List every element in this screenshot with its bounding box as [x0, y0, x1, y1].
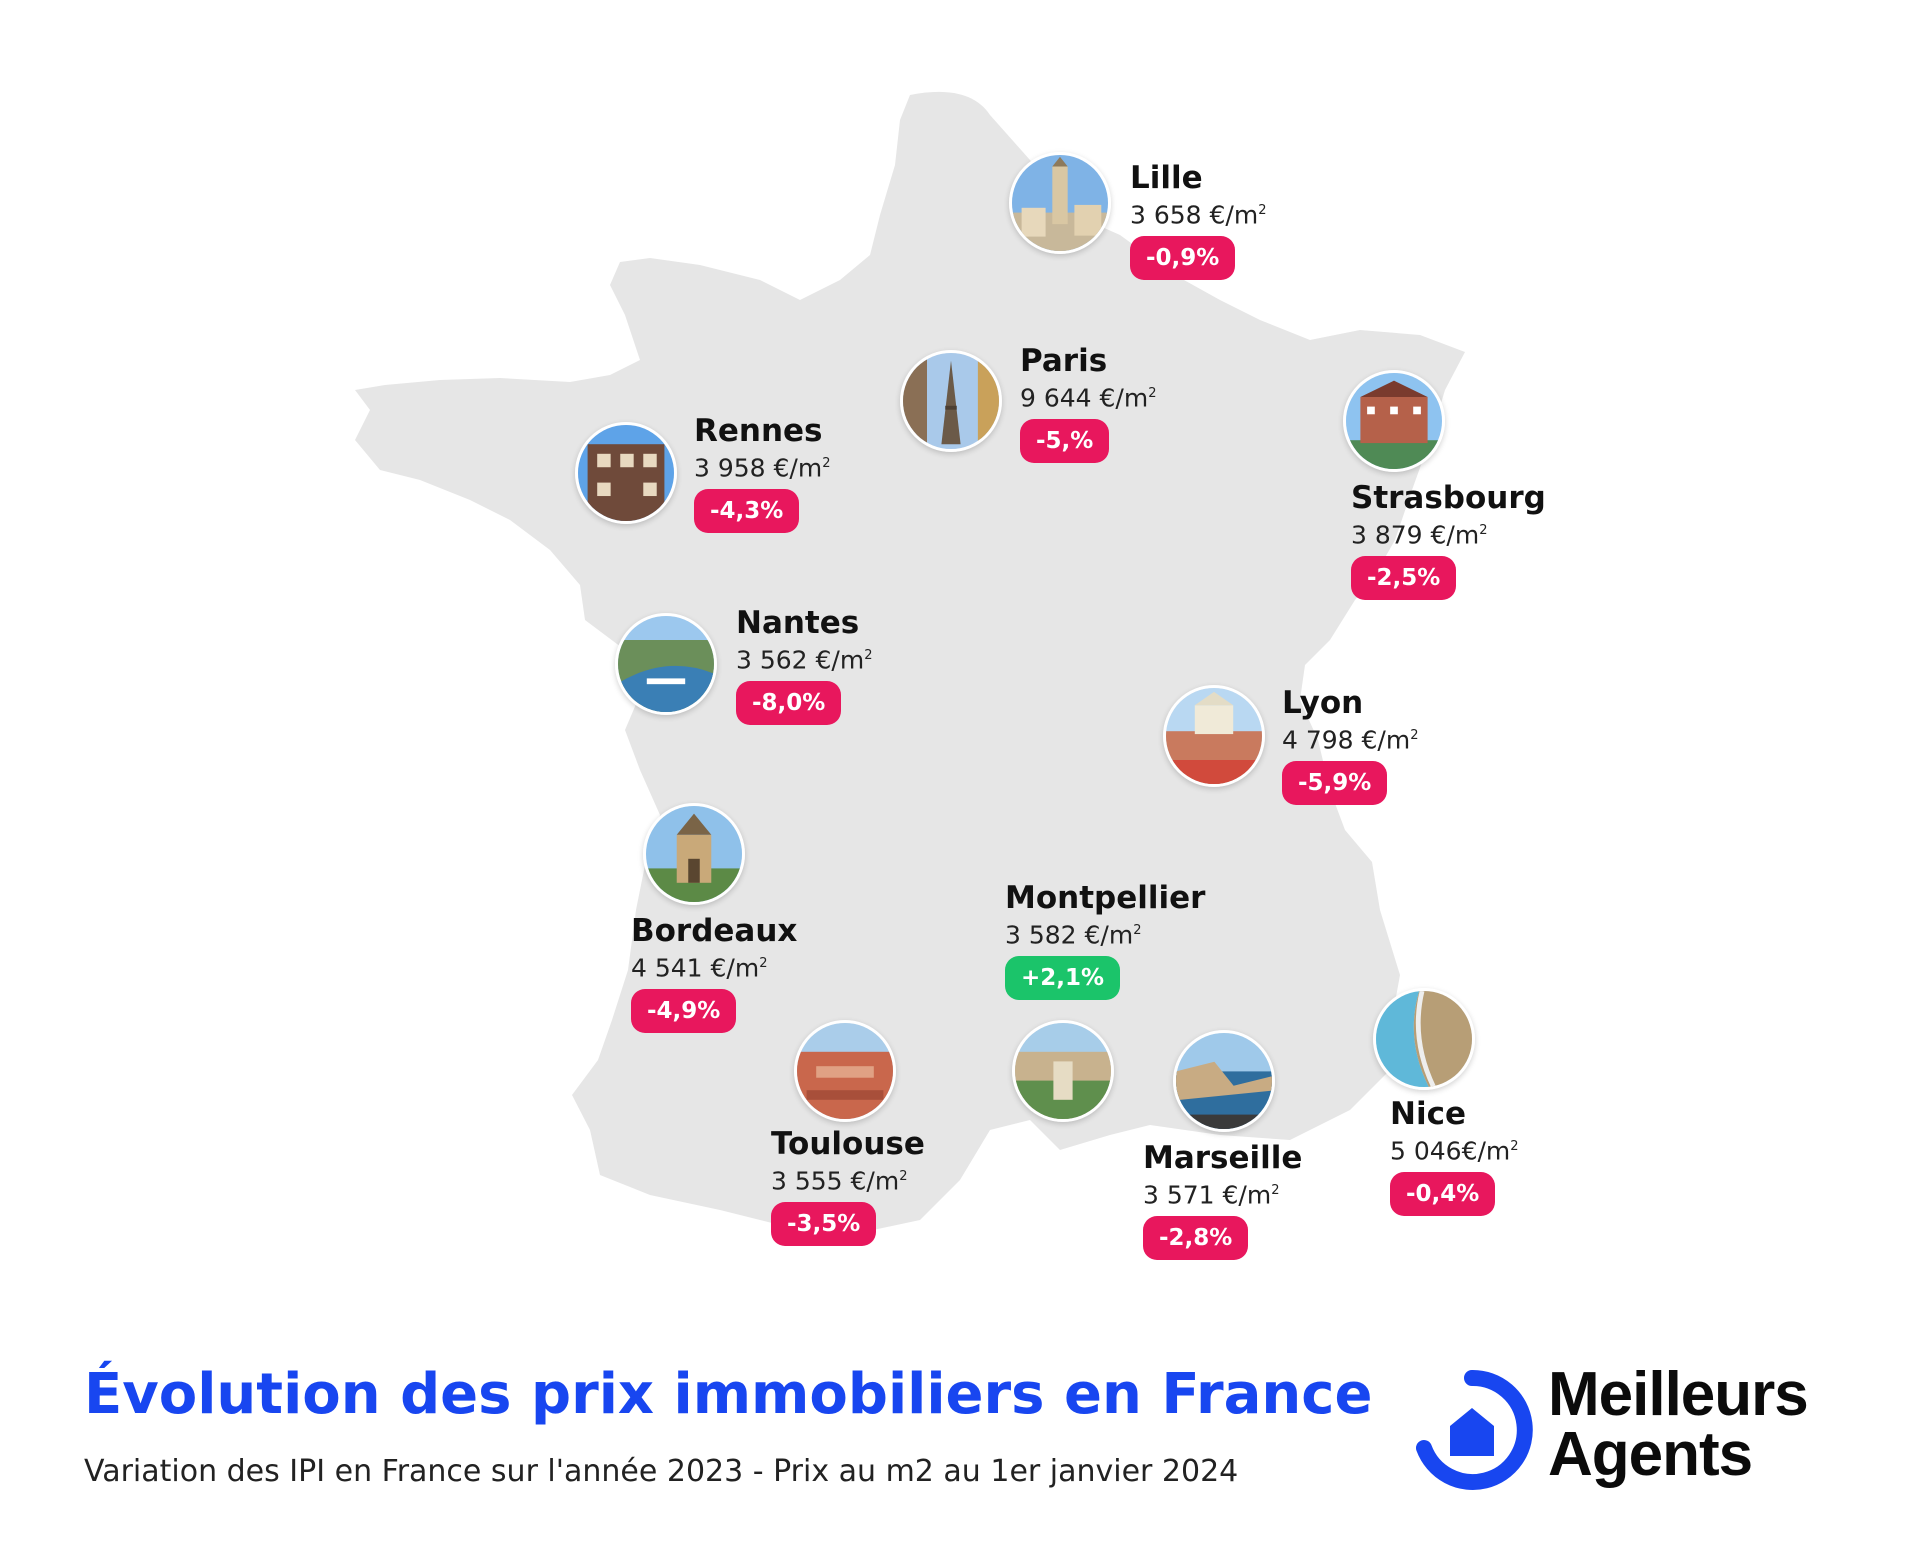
- city-name: Marseille: [1143, 1140, 1303, 1176]
- change-badge: +2,1%: [1005, 956, 1121, 1001]
- city-price: 3 562 €/m2: [736, 645, 873, 675]
- change-badge: -4,3%: [694, 489, 800, 534]
- change-badge: -5,%: [1020, 419, 1110, 464]
- france-shape: [355, 91, 1465, 1236]
- lyon-photo: [1163, 685, 1265, 787]
- city-price: 3 571 €/m2: [1143, 1180, 1280, 1210]
- city-name: Nice: [1390, 1096, 1466, 1132]
- city-price: 5 046€/m2: [1390, 1136, 1519, 1166]
- change-badge: -2,5%: [1351, 556, 1457, 601]
- change-badge: -4,9%: [631, 989, 737, 1034]
- city-name: Strasbourg: [1351, 480, 1546, 516]
- change-badge: -5,9%: [1282, 761, 1388, 806]
- strasbourg-photo: [1343, 370, 1445, 472]
- city-name: Rennes: [694, 413, 823, 449]
- marseille-photo: [1173, 1030, 1275, 1132]
- city-price: 4 541 €/m2: [631, 953, 768, 983]
- bordeaux-photo: [643, 803, 745, 905]
- house-in-circle-icon: [1416, 1369, 1533, 1490]
- nice-photo: [1373, 988, 1475, 1090]
- city-name: Nantes: [736, 605, 860, 641]
- city-price: 3 879 €/m2: [1351, 520, 1488, 550]
- page-title: Évolution des prix immobiliers en France: [84, 1362, 1373, 1427]
- city-price: 3 555 €/m2: [771, 1166, 908, 1196]
- nantes-photo: [615, 613, 717, 715]
- city-name: Lille: [1130, 160, 1203, 196]
- city-price: 3 582 €/m2: [1005, 920, 1142, 950]
- city-name: Bordeaux: [631, 913, 798, 949]
- city-price: 3 958 €/m2: [694, 453, 831, 483]
- lille-photo: [1009, 152, 1111, 254]
- city-price: 3 658 €/m2: [1130, 200, 1267, 230]
- change-badge: -3,5%: [771, 1202, 877, 1247]
- city-name: Toulouse: [771, 1126, 925, 1162]
- city-price: 4 798 €/m2: [1282, 725, 1419, 755]
- change-badge: -2,8%: [1143, 1216, 1249, 1261]
- change-badge: -0,9%: [1130, 236, 1236, 281]
- montpellier-photo: [1012, 1020, 1114, 1122]
- logo-wordmark: Meilleurs Agents: [1548, 1360, 1809, 1489]
- logo-line-2: Agents: [1548, 1420, 1753, 1489]
- rennes-photo: [575, 422, 677, 524]
- change-badge: -0,4%: [1390, 1172, 1496, 1217]
- toulouse-photo: [794, 1020, 896, 1122]
- city-name: Lyon: [1282, 685, 1364, 721]
- logo-line-1: Meilleurs: [1548, 1360, 1809, 1429]
- paris-photo: [900, 350, 1002, 452]
- city-name: Paris: [1020, 343, 1108, 379]
- city-name: Montpellier: [1005, 880, 1206, 916]
- page-subtitle: Variation des IPI en France sur l'année …: [84, 1454, 1239, 1489]
- city-price: 9 644 €/m2: [1020, 383, 1157, 413]
- change-badge: -8,0%: [736, 681, 842, 726]
